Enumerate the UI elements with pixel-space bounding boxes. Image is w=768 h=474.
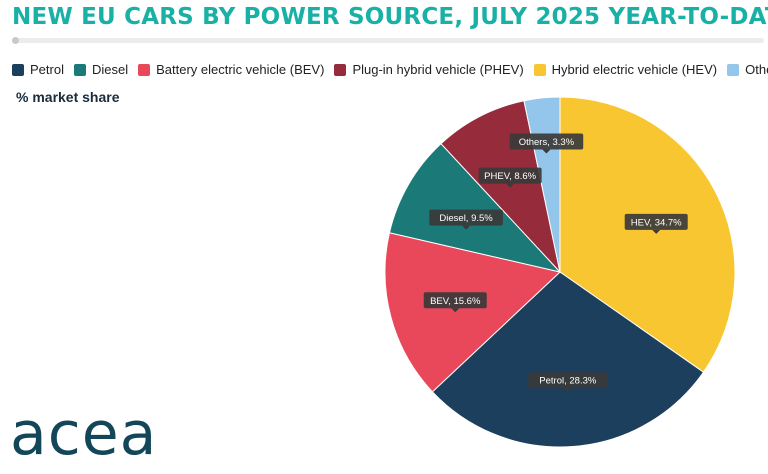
legend-swatch (727, 63, 740, 76)
data-label-petrol: Petrol, 28.3% (528, 372, 608, 393)
legend-label: Diesel (91, 62, 129, 77)
data-label-bev: BEV, 15.6% (423, 292, 487, 313)
data-label-box (429, 209, 503, 226)
data-label-pointer (542, 149, 551, 154)
acea-logo: acea (10, 399, 158, 469)
legend-item-diesel[interactable]: Diesel (73, 62, 129, 77)
data-label-pointer (652, 229, 661, 234)
data-label-text: PHEV, 8.6% (484, 171, 536, 182)
legend-swatch (138, 63, 151, 76)
data-label-box (624, 213, 688, 230)
scrollbar-handle[interactable] (12, 37, 19, 44)
data-label-hev: HEV, 34.7% (624, 213, 688, 234)
legend-swatch (12, 63, 24, 76)
chart-subtitle: % market share (16, 89, 120, 105)
legend-item-petrol[interactable]: Petrol (12, 62, 64, 77)
legend-label: Others (745, 62, 768, 77)
pie-slice-diesel[interactable] (388, 142, 562, 273)
data-label-text: BEV, 15.6% (430, 296, 481, 307)
data-label-text: Petrol, 28.3% (539, 376, 597, 387)
data-label-pointer (451, 308, 460, 313)
chart-legend: Petrol Diesel Battery electric vehicle (… (12, 62, 768, 77)
legend-label: Plug-in hybrid vehicle (PHEV) (352, 62, 524, 77)
chart-title: NEW EU CARS BY POWER SOURCE, JULY 2025 Y… (12, 4, 768, 30)
data-label-others: Others, 3.3% (509, 133, 584, 154)
data-label-pointer (462, 225, 471, 230)
data-label-box (423, 292, 487, 309)
legend-label: Hybrid electric vehicle (HEV) (551, 62, 718, 77)
horizontal-scrollbar[interactable] (12, 38, 764, 43)
data-label-box (509, 133, 584, 150)
pie-slice-hev[interactable] (559, 96, 736, 373)
data-label-pointer (506, 183, 515, 188)
data-label-phev: PHEV, 8.6% (478, 167, 542, 188)
legend-item-phev[interactable]: Plug-in hybrid vehicle (PHEV) (334, 62, 524, 77)
legend-label: Battery electric vehicle (BEV) (156, 62, 325, 77)
legend-swatch (73, 63, 86, 76)
legend-item-bev[interactable]: Battery electric vehicle (BEV) (138, 62, 324, 77)
data-label-box (478, 167, 542, 184)
pie-slice-bev[interactable] (384, 232, 562, 393)
legend-swatch (334, 63, 347, 76)
data-label-pointer (563, 388, 572, 393)
legend-swatch (533, 63, 546, 76)
legend-item-hev[interactable]: Hybrid electric vehicle (HEV) (533, 62, 718, 77)
data-label-text: Others, 3.3% (519, 137, 575, 148)
legend-label: Petrol (30, 62, 64, 77)
pie-slice-petrol[interactable] (431, 271, 705, 448)
data-label-diesel: Diesel, 9.5% (429, 209, 503, 230)
data-label-text: HEV, 34.7% (631, 217, 682, 228)
data-label-box (528, 372, 608, 389)
data-label-text: Diesel, 9.5% (439, 213, 493, 224)
legend-item-others[interactable]: Others (727, 62, 768, 77)
